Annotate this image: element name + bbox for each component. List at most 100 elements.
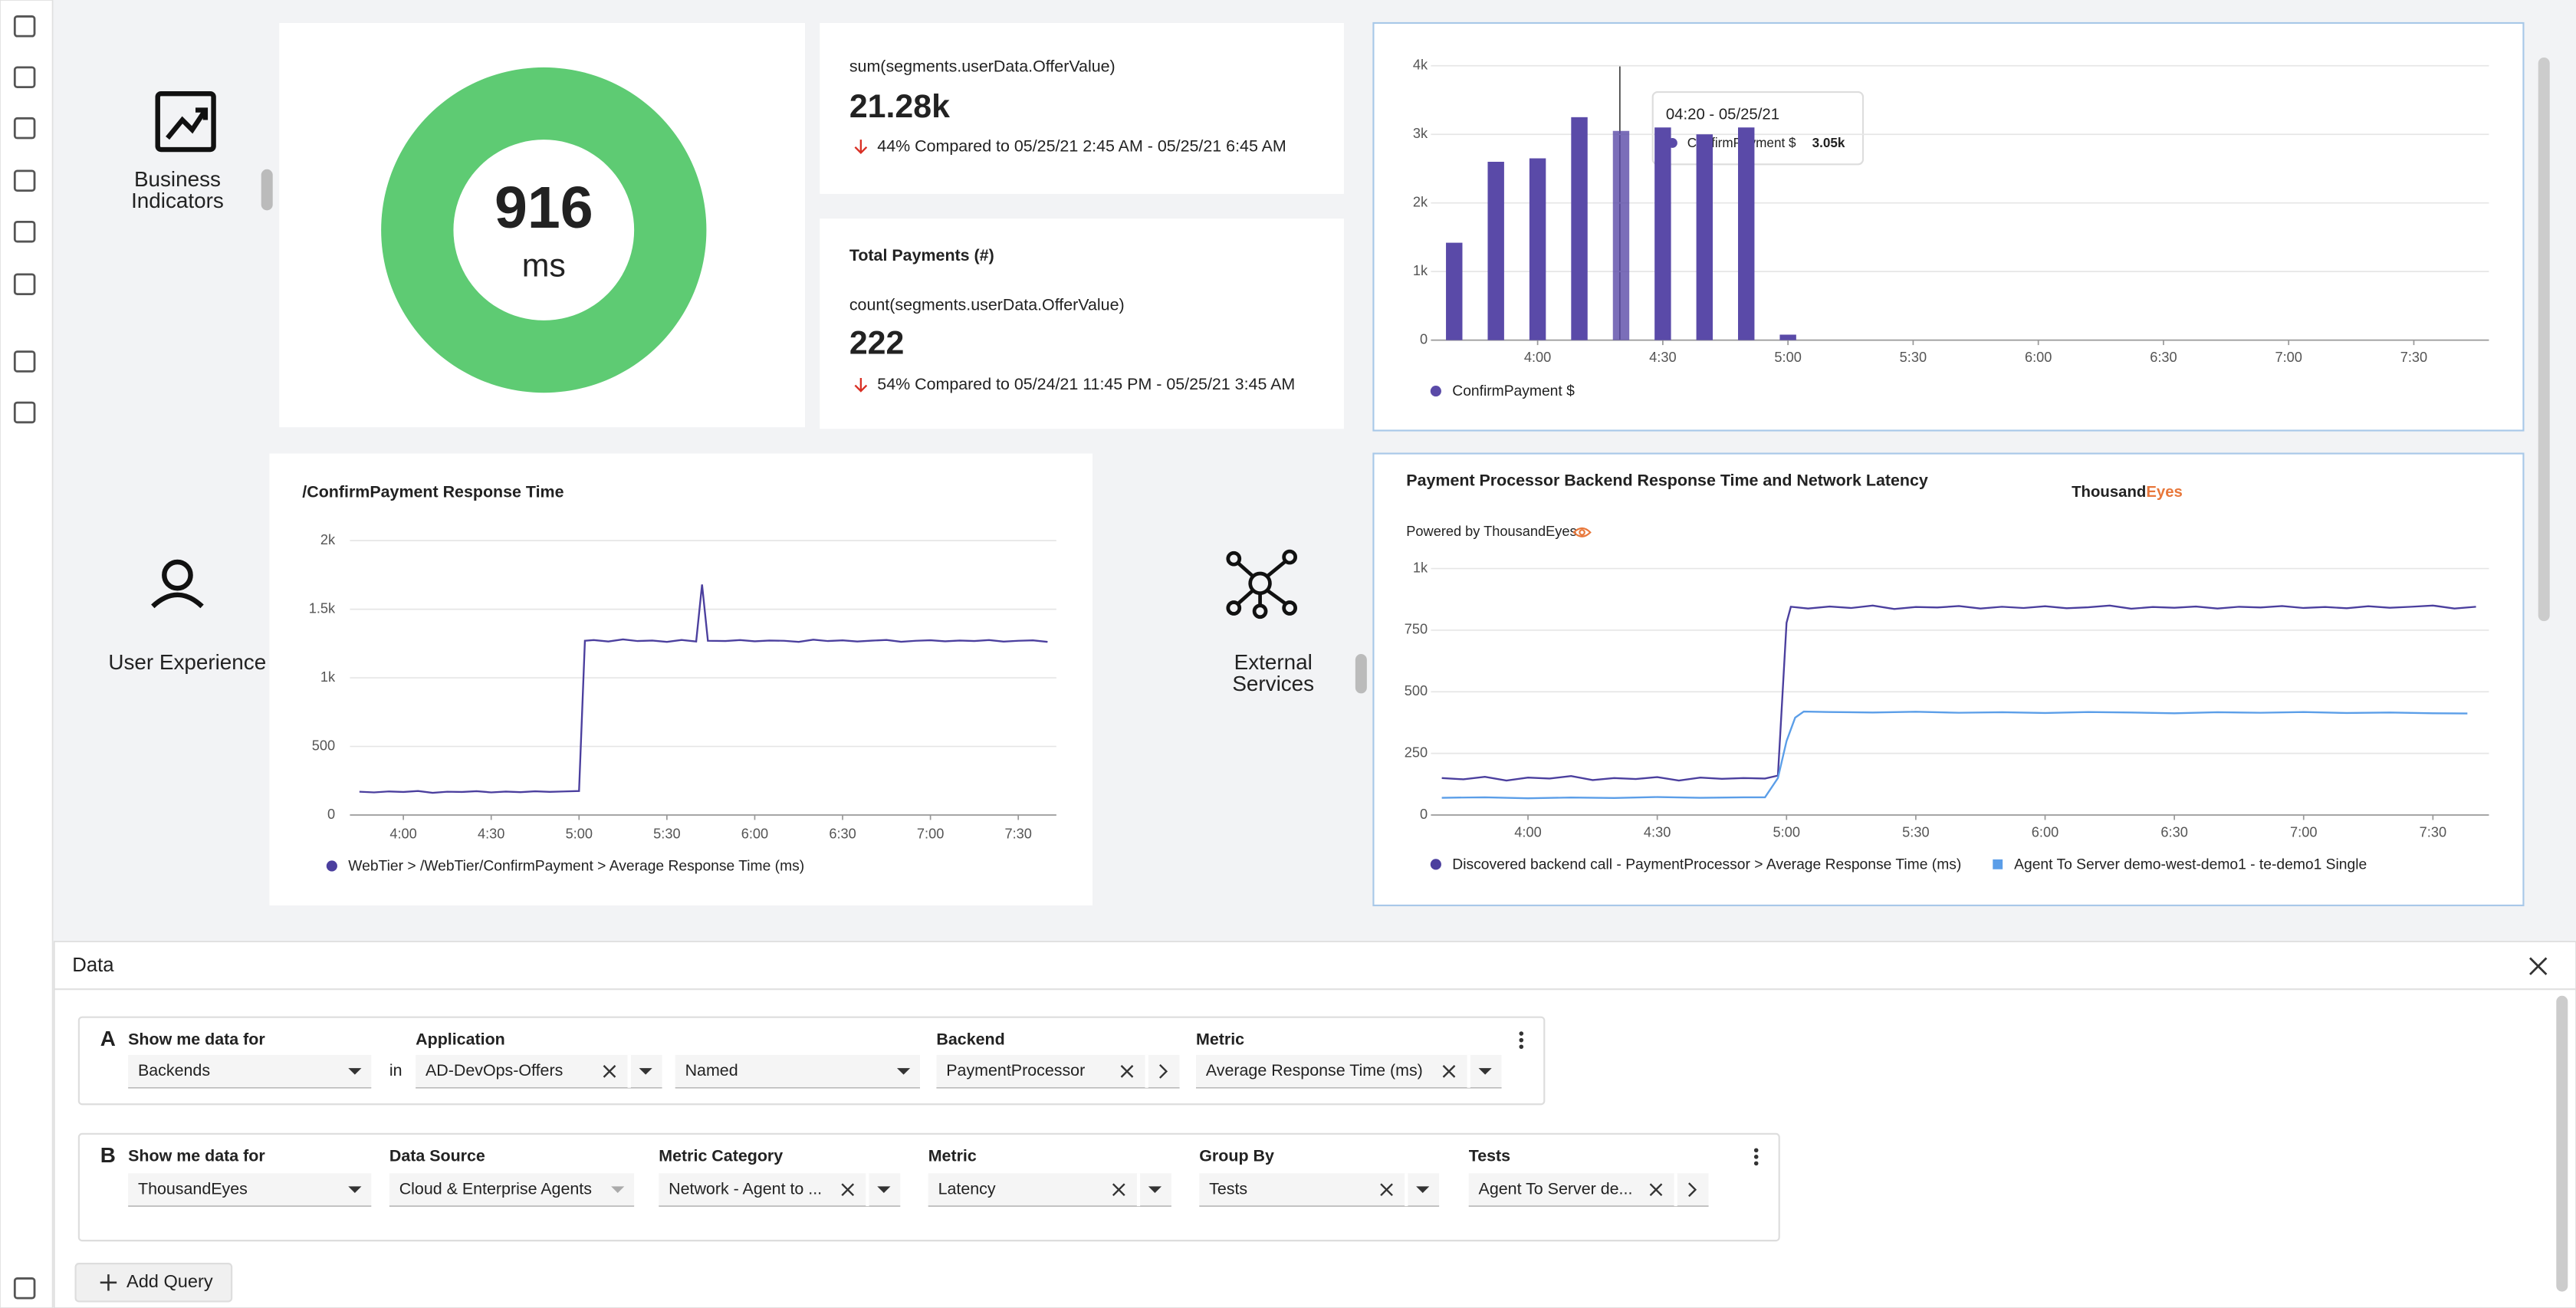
caret[interactable] (348, 1186, 362, 1193)
field-label: Group By (1199, 1146, 1274, 1165)
add-query-button[interactable] (74, 1263, 233, 1303)
caret[interactable] (877, 1186, 891, 1193)
comparison: 54% Compared to 05/24/21 11:45 PM - 05/2… (877, 375, 1295, 393)
field-box[interactable] (128, 1054, 372, 1088)
chart-title: /ConfirmPayment Response Time (302, 483, 564, 501)
bar (1738, 127, 1755, 340)
bar (1446, 242, 1463, 340)
x-tick-label: 6:00 (741, 827, 768, 842)
field-box[interactable] (1199, 1173, 1440, 1207)
field-value[interactable]: Backends (138, 1061, 210, 1080)
tooltip-title: 04:20 - 05/25/21 (1666, 106, 1779, 123)
chart-subtitle: Powered by ThousandEyes (1406, 524, 1576, 539)
y-tick-label: 1.5k (309, 600, 336, 616)
bar (1529, 158, 1546, 340)
tile-label: External (1234, 650, 1313, 674)
y-tick-label: 1k (1413, 560, 1428, 575)
field-box[interactable] (928, 1173, 1171, 1207)
field-value[interactable]: PaymentProcessor (946, 1061, 1085, 1080)
x-tick-label: 4:30 (1649, 350, 1676, 365)
kebab-dot[interactable] (1753, 1161, 1759, 1166)
field-box[interactable] (389, 1173, 635, 1207)
legend-swatch (326, 860, 337, 872)
field-box[interactable] (1196, 1054, 1502, 1088)
field-value[interactable]: Named (685, 1061, 738, 1080)
field-value[interactable]: Latency (938, 1179, 996, 1198)
line (359, 584, 1048, 794)
caret[interactable] (348, 1068, 362, 1075)
field-value[interactable]: AD-DevOps-Offers (426, 1061, 563, 1080)
x-tick-label: 4:00 (1524, 350, 1551, 365)
metric-value: 21.28k (849, 88, 950, 125)
business-icon (155, 90, 216, 153)
caret[interactable] (611, 1186, 625, 1193)
connector: in (389, 1061, 402, 1080)
kebab-dot[interactable] (1753, 1155, 1759, 1159)
bar (1696, 134, 1714, 340)
response-card (269, 453, 1092, 905)
field-value[interactable]: Network - Agent to ... (669, 1179, 822, 1198)
clear-icon[interactable] (1380, 1183, 1393, 1197)
expression: count(segments.userData.OfferValue) (849, 295, 1125, 314)
expression: sum(segments.userData.OfferValue) (849, 58, 1116, 76)
caret[interactable] (1478, 1068, 1492, 1075)
clear-icon[interactable] (841, 1183, 855, 1197)
x-tick-label: 4:30 (1644, 824, 1671, 840)
field-box[interactable] (416, 1054, 662, 1088)
y-tick-label: 3k (1413, 126, 1428, 141)
field-label: Metric (1196, 1030, 1244, 1048)
x-tick-label: 7:00 (917, 827, 944, 842)
field-label: Metric Category (659, 1146, 783, 1165)
donut-value: 916 (495, 175, 593, 241)
y-tick-label: 1k (1413, 263, 1428, 278)
scroll-handle[interactable] (1355, 654, 1367, 694)
clear-icon[interactable] (1112, 1183, 1125, 1197)
field-box[interactable] (128, 1173, 372, 1207)
y-tick-label: 0 (327, 807, 335, 822)
metric-value: 222 (849, 324, 905, 361)
caret[interactable] (1416, 1186, 1430, 1193)
field-box[interactable] (659, 1173, 901, 1207)
kebab-dot[interactable] (1753, 1148, 1759, 1153)
clear-icon[interactable] (1442, 1065, 1456, 1078)
query-letter: B (100, 1143, 116, 1167)
kebab-dot[interactable] (1519, 1031, 1524, 1036)
next-arrow[interactable] (1688, 1182, 1697, 1198)
x-tick-label: 4:00 (389, 827, 416, 842)
next-arrow[interactable] (1159, 1063, 1168, 1079)
x-tick-label: 6:30 (2160, 824, 2187, 840)
clear-icon[interactable] (1120, 1065, 1134, 1078)
tile-label: User Experience (108, 650, 266, 674)
x-tick-label: 5:30 (1900, 350, 1927, 365)
field-box[interactable] (1468, 1173, 1709, 1207)
kebab-dot[interactable] (1519, 1037, 1524, 1043)
scrollbar[interactable] (2556, 995, 2568, 1292)
kebab-dot[interactable] (1519, 1044, 1524, 1050)
field-box[interactable] (936, 1054, 1180, 1088)
field-value[interactable]: Average Response Time (ms) (1206, 1061, 1423, 1080)
field-value[interactable]: ThousandEyes (138, 1179, 248, 1198)
metric-card (820, 219, 1344, 429)
y-tick-label: 250 (1405, 744, 1428, 760)
scrollbar[interactable] (2538, 58, 2550, 622)
add-query-label[interactable]: Add Query (127, 1271, 213, 1291)
card-title: Total Payments (#) (849, 246, 994, 265)
y-tick-label: 500 (1405, 683, 1428, 698)
x-tick-label: 7:30 (2420, 824, 2446, 840)
sidebar-icons[interactable] (13, 15, 36, 1300)
caret[interactable] (639, 1068, 652, 1075)
x-tick-label: 5:30 (1902, 824, 1929, 840)
clear-icon[interactable] (603, 1065, 616, 1078)
field-box[interactable] (675, 1054, 920, 1088)
close-button[interactable] (2529, 957, 2548, 975)
caret[interactable] (897, 1068, 911, 1075)
clear-icon[interactable] (1649, 1183, 1663, 1197)
legend-label: ConfirmPayment $ (1452, 383, 1575, 399)
caret[interactable] (1148, 1186, 1162, 1193)
field-value[interactable]: Cloud & Enterprise Agents (399, 1179, 592, 1198)
scroll-handle[interactable] (261, 169, 273, 211)
field-value[interactable]: Agent To Server de... (1479, 1179, 1633, 1198)
field-value[interactable]: Tests (1209, 1179, 1247, 1198)
